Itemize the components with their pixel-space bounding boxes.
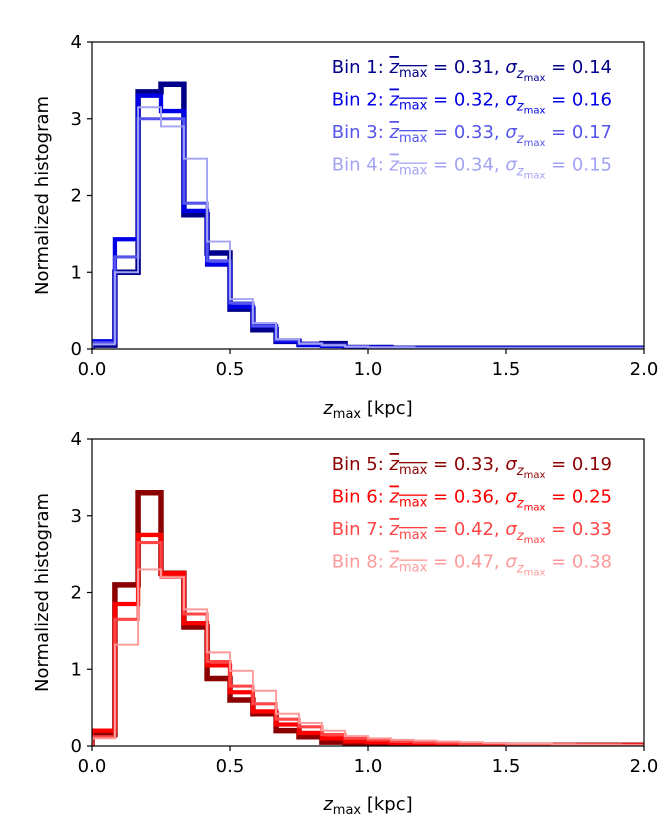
legend-entry-bin-3: Bin 3: zmax = 0.33, σzmax = 0.17 — [332, 122, 612, 149]
y-tick-label: 2 — [71, 583, 82, 604]
x-tick-label: 1.5 — [492, 359, 521, 380]
histogram-panel-1: 0.0 0.5 1.0 1.5 2.0 0 1 2 3 4 Normalized histogram… — [32, 32, 658, 422]
legend-entry-bin-1: Bin 1: zmax = 0.31, σzmax = 0.14 — [332, 57, 612, 84]
legend-entry-bin-7: Bin 7: zmax = 0.42, σzmax = 0.33 — [332, 519, 612, 546]
legend-entry-bin-2: Bin 2: zmax = 0.32, σzmax = 0.16 — [332, 90, 612, 117]
x-tick-label: 0.0 — [78, 756, 107, 777]
y-tick-label: 2 — [71, 186, 82, 207]
x-tick-label: 1.5 — [492, 756, 521, 777]
y-tick-label: 1 — [71, 262, 82, 283]
legend-entry-bin-5: Bin 5: zmax = 0.33, σzmax = 0.19 — [332, 454, 612, 481]
x-tick-label: 2.0 — [630, 756, 659, 777]
y-axis-label: Normalized histogram — [32, 493, 53, 692]
histogram-series-group — [92, 489, 644, 746]
x-tick-label: 1.0 — [354, 756, 383, 777]
histogram-step-bin-8 — [92, 568, 644, 746]
histogram-series-group — [92, 81, 644, 349]
x-axis-label: zmax [kpc] — [322, 794, 412, 818]
histogram-step-bin-3 — [92, 117, 644, 349]
y-tick-label: 4 — [71, 429, 82, 450]
histogram-step-bin-4 — [92, 106, 644, 349]
legend-entry-bin-6: Bin 6: zmax = 0.36, σzmax = 0.25 — [332, 487, 612, 514]
legend-entry-bin-4: Bin 4: zmax = 0.34, σzmax = 0.15 — [332, 155, 612, 182]
x-axis-label: zmax [kpc] — [322, 398, 412, 422]
x-tick-label: 0.0 — [78, 359, 107, 380]
legend-entry-bin-8: Bin 8: zmax = 0.47, σzmax = 0.38 — [332, 552, 612, 579]
x-tick-label: 0.5 — [216, 756, 245, 777]
y-tick-label: 1 — [71, 659, 82, 680]
y-tick-label: 4 — [71, 32, 82, 53]
x-tick-label: 0.5 — [216, 359, 245, 380]
y-tick-label: 0 — [71, 736, 82, 757]
histogram-panel-2: 0.0 0.5 1.0 1.5 2.0 0 1 2 3 4 Normalized histogram… — [32, 429, 658, 818]
x-tick-label: 1.0 — [354, 359, 383, 380]
x-tick-label: 2.0 — [630, 359, 659, 380]
y-tick-label: 3 — [71, 506, 82, 527]
y-tick-label: 3 — [71, 109, 82, 130]
axes-frame — [91, 438, 645, 747]
y-tick-label: 0 — [71, 339, 82, 360]
y-axis-label: Normalized histogram — [32, 96, 53, 295]
axes-frame — [91, 41, 645, 350]
